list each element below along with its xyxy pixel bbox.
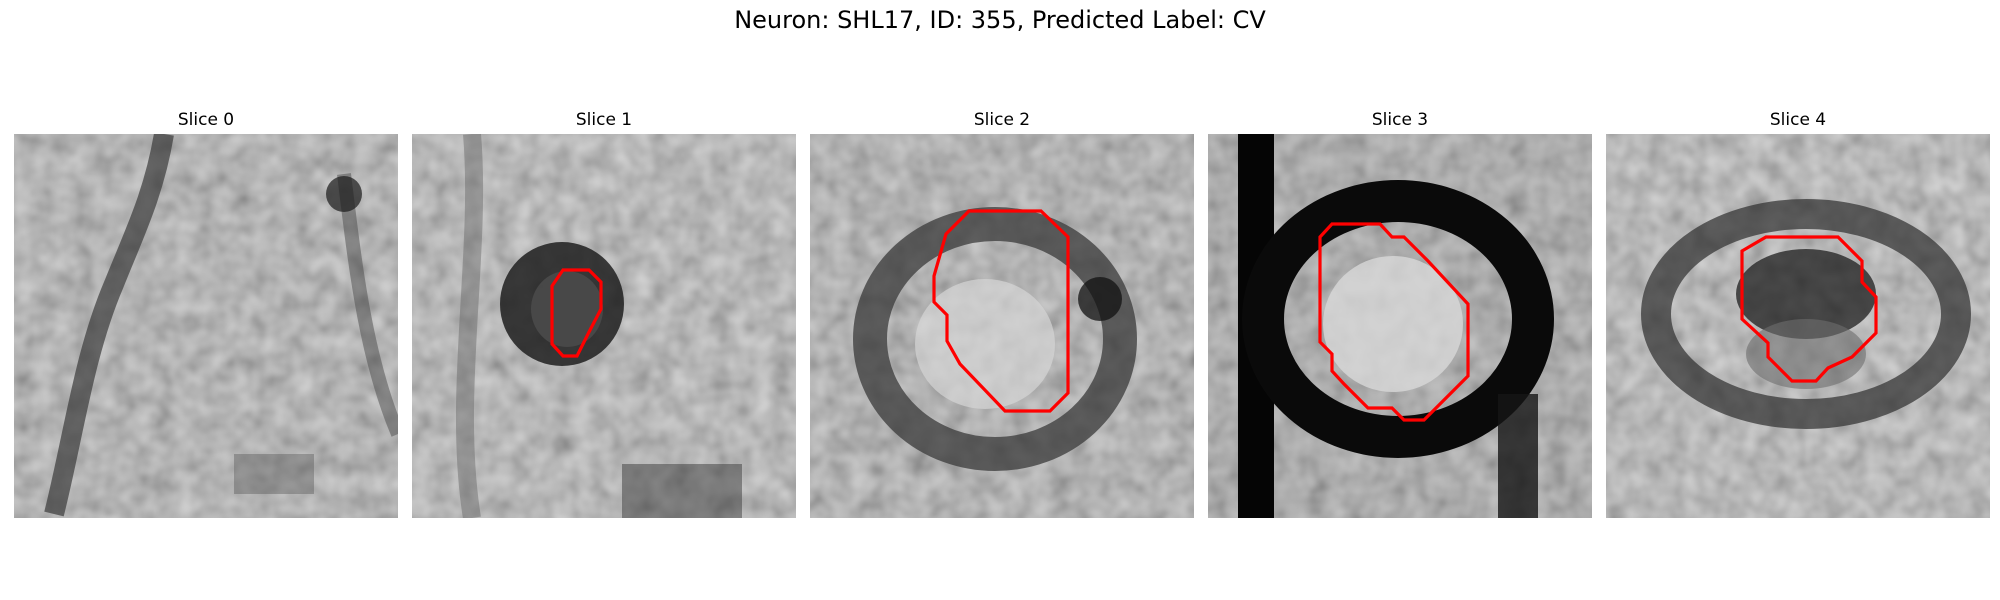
slice-2-contour: [932, 209, 1070, 413]
slice-2-image: [810, 134, 1194, 518]
slice-4-contour: [1740, 235, 1878, 383]
slice-1-contour: [550, 268, 603, 358]
slice-2-title: Slice 2: [973, 110, 1031, 130]
slice-1-image: [412, 134, 796, 518]
slice-3-title: Slice 3: [1371, 110, 1429, 130]
slice-0-title: Slice 0: [177, 110, 235, 130]
slice-3-contour: [1318, 222, 1470, 422]
figure-title: Neuron: SHL17, ID: 355, Predicted Label:…: [734, 6, 1266, 34]
slice-4-title: Slice 4: [1769, 110, 1827, 130]
slice-0-image: [14, 134, 398, 518]
slice-3-image: [1208, 134, 1592, 518]
slice-4-image: [1606, 134, 1990, 518]
slice-1-title: Slice 1: [575, 110, 633, 130]
